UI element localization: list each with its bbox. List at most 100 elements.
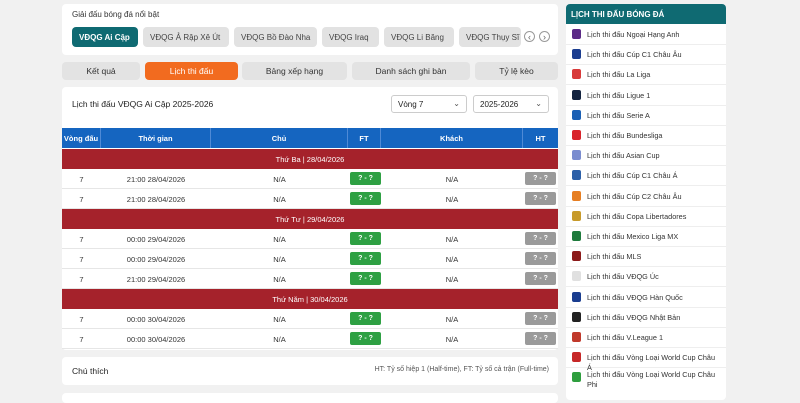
league-pill[interactable]: VĐQG Bồ Đào Nha bbox=[234, 27, 317, 47]
sidebar-divider bbox=[566, 104, 726, 106]
sidebar-divider bbox=[566, 225, 726, 227]
cell: N/A bbox=[273, 234, 286, 244]
sidebar-link[interactable]: Lịch thi đấu Serie A bbox=[587, 110, 650, 120]
tab[interactable]: Danh sách ghi bàn bbox=[352, 62, 470, 80]
select-value: Vòng 7 bbox=[398, 99, 424, 109]
ft-score: ? - ? bbox=[350, 192, 381, 205]
league-icon bbox=[572, 130, 581, 140]
league-icon bbox=[572, 89, 581, 100]
cell: 7 bbox=[79, 254, 84, 264]
column-header: Thời gian bbox=[101, 128, 211, 148]
cell: 00:00 29/04/2026 bbox=[126, 254, 186, 264]
sidebar-divider bbox=[566, 367, 726, 369]
match-row bbox=[62, 329, 558, 349]
league-icon bbox=[572, 29, 581, 39]
column-header: HT bbox=[523, 128, 558, 148]
ht-score: ? - ? bbox=[525, 232, 556, 245]
sidebar-link[interactable]: Lịch thi đấu La Liga bbox=[587, 70, 651, 80]
sidebar-link[interactable]: Lịch thi đấu Asian Cup bbox=[587, 151, 660, 161]
ht-score: ? - ? bbox=[525, 192, 556, 205]
cell: N/A bbox=[273, 314, 286, 324]
legend-title: Chú thích bbox=[72, 366, 109, 376]
sidebar-divider bbox=[566, 326, 726, 328]
sidebar-link[interactable]: Lịch thi đấu Copa Libertadores bbox=[587, 211, 687, 221]
cell: 7 bbox=[79, 174, 84, 184]
cell: 21:00 28/04/2026 bbox=[126, 194, 186, 204]
sidebar-link[interactable]: Lịch thi đấu V.League 1 bbox=[587, 333, 664, 342]
league-icon bbox=[572, 231, 581, 241]
sidebar-title: LỊCH THI ĐẤU BÓNG ĐÁ bbox=[566, 4, 726, 24]
sidebar-link[interactable]: Lịch thi đấu Vòng Loại World Cup Châu Ph… bbox=[587, 370, 716, 390]
ht-score: ? - ? bbox=[525, 172, 556, 185]
cell: 21:00 29/04/2026 bbox=[126, 274, 186, 284]
league-icon bbox=[572, 352, 581, 363]
sidebar-link[interactable]: Lịch thi đấu VĐQG Nhật Bản bbox=[587, 312, 681, 322]
sidebar bbox=[566, 4, 726, 400]
cell: 7 bbox=[79, 274, 84, 284]
ft-score: ? - ? bbox=[350, 332, 381, 345]
sidebar-link[interactable]: Lịch thi đấu Ngoại Hạng Anh bbox=[587, 30, 680, 39]
league-pill[interactable]: VĐQG Iraq bbox=[322, 27, 379, 47]
sidebar-divider bbox=[566, 165, 726, 167]
sidebar-divider bbox=[566, 246, 726, 247]
sidebar-link[interactable]: Lịch thi đấu Cúp C1 Châu Á bbox=[587, 171, 678, 181]
select-arrow: ⌄ bbox=[453, 99, 460, 108]
sidebar-link[interactable]: Lịch thi đấu Mexico Liga MX bbox=[587, 232, 679, 241]
sidebar-divider bbox=[566, 84, 726, 86]
ft-score: ? - ? bbox=[350, 312, 381, 325]
tab[interactable]: Tỷ lệ kèo bbox=[475, 62, 558, 80]
select[interactable]: 2025-2026 ⌄ bbox=[473, 95, 549, 113]
cell: N/A bbox=[445, 234, 459, 244]
ft-score: ? - ? bbox=[350, 272, 381, 285]
sidebar-link[interactable]: Lịch thi đấu Ligue 1 bbox=[587, 90, 651, 100]
tab[interactable]: Bảng xếp hạng bbox=[242, 62, 347, 80]
cell: 00:00 30/04/2026 bbox=[126, 314, 186, 324]
tab[interactable]: Kết quả bbox=[62, 62, 140, 80]
column-header: FT bbox=[348, 128, 381, 148]
sidebar-divider bbox=[566, 205, 726, 207]
cell: N/A bbox=[445, 334, 459, 344]
sidebar-divider bbox=[566, 347, 726, 348]
league-icon bbox=[572, 332, 581, 342]
ht-score: ? - ? bbox=[525, 312, 556, 325]
scroll-arrow[interactable]: ‹ bbox=[524, 31, 535, 42]
bottom-card bbox=[62, 393, 558, 403]
cell: 21:00 28/04/2026 bbox=[126, 174, 186, 184]
league-icon bbox=[572, 251, 581, 262]
ht-score: ? - ? bbox=[525, 332, 556, 345]
sidebar-divider bbox=[566, 286, 726, 288]
cell: 7 bbox=[79, 234, 84, 244]
cell: 7 bbox=[79, 194, 84, 204]
sidebar-link[interactable]: Lịch thi đấu Vòng Loại World Cup Châu Á bbox=[587, 353, 716, 373]
league-icon bbox=[572, 69, 581, 80]
league-icon bbox=[572, 372, 581, 383]
league-icon bbox=[572, 150, 581, 161]
sidebar-link[interactable]: Lịch thi đấu Cúp C1 Châu Âu bbox=[587, 50, 682, 60]
featured-label: Giải đấu bóng đá nổi bật bbox=[72, 10, 160, 19]
sidebar-divider bbox=[566, 306, 726, 308]
tab[interactable]: Lịch thi đấu bbox=[145, 62, 238, 80]
league-pill[interactable]: VĐQG Thụy Sĩ bbox=[459, 27, 521, 47]
cell: N/A bbox=[273, 174, 286, 184]
select[interactable]: Vòng 7 ⌄ bbox=[391, 95, 467, 113]
date-row: Thứ Tư | 29/04/2026 bbox=[62, 209, 558, 229]
column-header: Vòng đấu bbox=[62, 128, 101, 148]
ft-score: ? - ? bbox=[350, 252, 381, 265]
sidebar-link[interactable]: Lịch thi đấu MLS bbox=[587, 252, 642, 262]
cell: 7 bbox=[79, 334, 84, 344]
cell: N/A bbox=[445, 254, 459, 264]
league-pill[interactable]: VĐQG Ả Rập Xê Út bbox=[143, 27, 229, 47]
league-pill[interactable]: VĐQG Ai Cập bbox=[72, 27, 138, 47]
select-arrow: ⌄ bbox=[535, 99, 542, 108]
cell: N/A bbox=[273, 334, 286, 344]
match-row bbox=[62, 269, 558, 289]
sidebar-link[interactable]: Lịch thi đấu VĐQG Úc bbox=[587, 272, 659, 282]
sidebar-link[interactable]: Lịch thi đấu VĐQG Hàn Quốc bbox=[587, 292, 683, 302]
sidebar-link[interactable]: Lịch thi đấu Bundesliga bbox=[587, 131, 663, 140]
cell: N/A bbox=[445, 274, 459, 284]
scroll-arrow[interactable]: › bbox=[539, 31, 550, 42]
sidebar-link[interactable]: Lịch thi đấu Cúp C2 Châu Âu bbox=[587, 191, 682, 201]
ft-score: ? - ? bbox=[350, 172, 381, 185]
league-pill[interactable]: VĐQG Li Băng bbox=[384, 27, 454, 47]
